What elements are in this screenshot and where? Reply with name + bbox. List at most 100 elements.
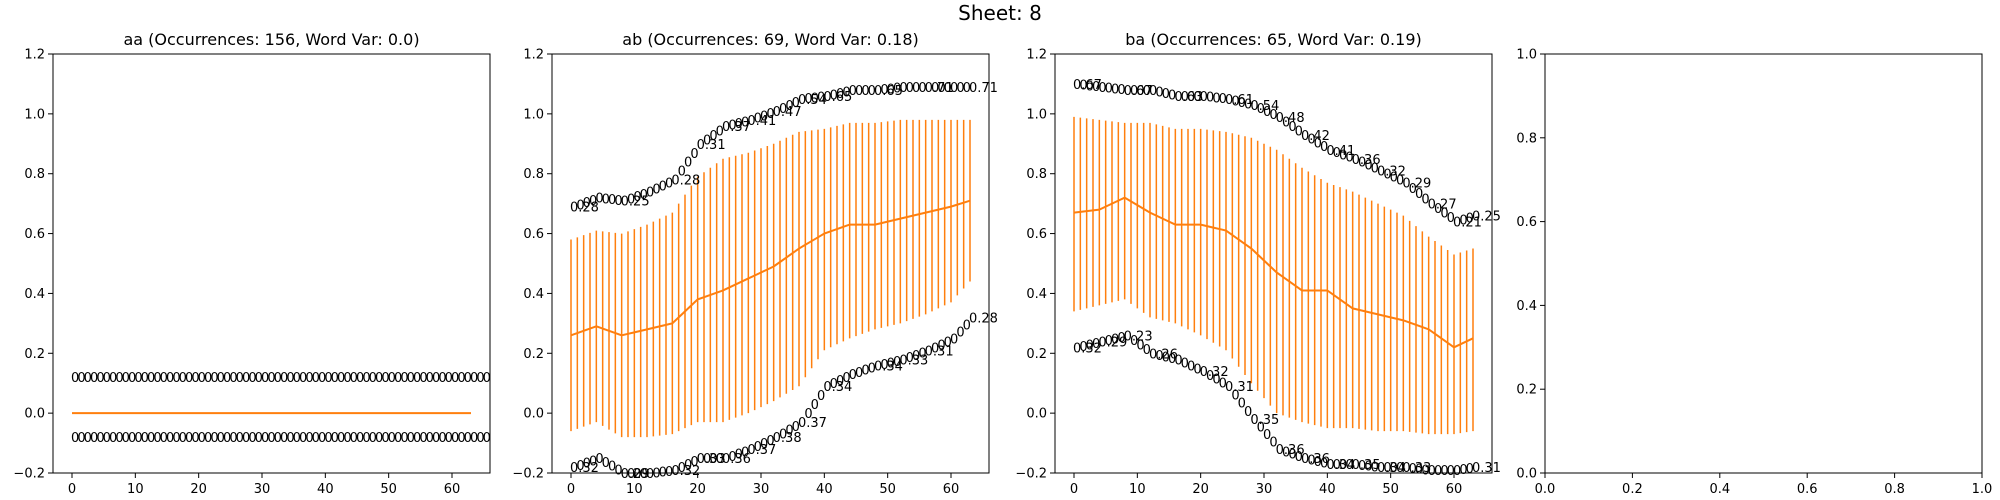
lower-annotation: 0 — [1086, 338, 1094, 353]
lower-annotation: 0 — [817, 389, 825, 404]
upper-annotation: 0 — [457, 371, 465, 386]
y-tick-label: 0.4 — [523, 287, 544, 302]
upper-annotation: 0 — [880, 83, 888, 98]
upper-annotation: 0 — [766, 107, 774, 122]
upper-annotation: 0 — [1320, 140, 1328, 155]
y-tick-label: 0.4 — [1026, 287, 1047, 302]
lower-annotation: 0 — [887, 356, 895, 371]
upper-annotation: 0 — [255, 371, 263, 386]
upper-annotation: 0 — [71, 371, 79, 386]
upper-annotation: 0 — [1187, 90, 1195, 105]
lower-annotation: 0 — [362, 431, 370, 446]
upper-annotation: 0 — [331, 371, 339, 386]
lower-annotation: 0 — [109, 431, 117, 446]
lower-annotation: 0 — [350, 431, 358, 446]
upper-annotation: 0 — [633, 190, 641, 205]
upper-annotation: 0 — [248, 371, 256, 386]
upper-annotation: 0 — [400, 371, 408, 386]
upper-annotation: 0.32 — [1377, 165, 1406, 180]
upper-annotation: 0 — [1162, 87, 1170, 102]
upper-annotation: 0 — [1257, 102, 1265, 117]
lower-annotation: 0 — [665, 465, 673, 480]
lower-annotation: 0 — [633, 467, 641, 482]
lower-annotation: 0 — [324, 431, 332, 446]
lower-annotation: 0 — [690, 455, 698, 470]
upper-annotation: 0 — [709, 129, 717, 144]
lower-annotation: 0 — [445, 431, 453, 446]
upper-annotation: 0 — [122, 371, 130, 386]
upper-annotation: 0 — [1307, 133, 1315, 148]
lower-annotation: 0 — [811, 398, 819, 413]
upper-annotation: 0.67 — [1124, 84, 1153, 99]
x-tick-label: 10 — [626, 482, 643, 497]
upper-annotation: 0 — [419, 371, 427, 386]
x-tick-label: 30 — [1256, 482, 1273, 497]
upper-annotation: 0 — [855, 84, 863, 99]
lower-annotation: 0 — [248, 431, 256, 446]
upper-annotation: 0 — [595, 192, 603, 207]
upper-annotation: 0 — [324, 371, 332, 386]
upper-annotation: 0 — [369, 371, 377, 386]
upper-annotation: 0.25 — [621, 195, 650, 210]
lower-annotation: 0 — [1263, 428, 1271, 443]
upper-annotation: 0 — [1231, 94, 1239, 109]
lower-annotation: 0 — [646, 467, 654, 482]
upper-annotation: 0 — [90, 371, 98, 386]
lower-annotation: 0.34 — [1326, 458, 1355, 473]
x-tick-label: 50 — [879, 482, 896, 497]
upper-annotation: 0.41 — [1326, 144, 1355, 159]
lower-annotation: 0 — [1314, 455, 1322, 470]
annotations: 0.280.32000000000000000.250.290000000000… — [570, 81, 998, 482]
lower-annotation: 0 — [1187, 359, 1195, 374]
upper-annotation: 0 — [684, 156, 692, 171]
upper-annotation: 0 — [627, 192, 635, 207]
upper-annotation: 0 — [312, 371, 320, 386]
lower-annotation: 0 — [1358, 459, 1366, 474]
lower-annotation: 0 — [652, 466, 660, 481]
lower-annotation: 0 — [451, 431, 459, 446]
y-tick-label: 1.0 — [1026, 107, 1047, 122]
upper-annotation: 0 — [166, 371, 174, 386]
lower-annotation: 0.31 — [1225, 380, 1254, 395]
upper-annotation: 0.61 — [1225, 93, 1254, 108]
lower-annotation: 0 — [1466, 462, 1474, 477]
lower-annotation: 0.23 — [1124, 329, 1153, 344]
upper-annotation: 0.67 — [1073, 78, 1102, 93]
x-tick-label: 0.4 — [1709, 482, 1730, 497]
upper-annotation: 0 — [109, 371, 117, 386]
y-tick-label: 0.0 — [24, 407, 45, 422]
upper-annotation: 0 — [147, 371, 155, 386]
y-tick-label: 0.0 — [1026, 407, 1047, 422]
x-tick-label: 0 — [68, 482, 76, 497]
upper-annotation: 0 — [887, 82, 895, 97]
lower-annotation: 0 — [1162, 350, 1170, 365]
upper-annotation: 0 — [779, 102, 787, 117]
lower-annotation: 0 — [684, 458, 692, 473]
lower-annotation: 0 — [855, 366, 863, 381]
x-tick-label: 0 — [567, 482, 575, 497]
upper-annotation: 0 — [678, 165, 686, 180]
y-tick-label: 0.4 — [1516, 299, 1537, 314]
lower-annotation: 0 — [483, 431, 491, 446]
x-tick-label: 40 — [317, 482, 334, 497]
y-tick-label: −0.2 — [13, 467, 45, 482]
lower-annotation: 0 — [785, 424, 793, 439]
upper-annotation: 0.42 — [1301, 129, 1330, 144]
lower-annotation: 0 — [153, 431, 161, 446]
axes-frame — [1544, 53, 1983, 474]
x-tick-label: 0.0 — [1535, 482, 1556, 497]
lower-annotation: 0 — [166, 431, 174, 446]
y-tick-label: 1.0 — [24, 107, 45, 122]
upper-annotation: 0 — [690, 147, 698, 162]
lower-annotation: 0 — [299, 431, 307, 446]
upper-annotation: 0 — [728, 118, 736, 133]
lower-annotation: 0 — [255, 431, 263, 446]
lower-annotation: 0.35 — [1250, 413, 1279, 428]
upper-annotation: 0 — [229, 371, 237, 386]
y-tick-label: −0.2 — [1015, 467, 1047, 482]
lower-annotation: 0 — [1181, 356, 1189, 371]
upper-annotation: 0 — [438, 371, 446, 386]
upper-annotation: 0 — [286, 371, 294, 386]
y-tick-label: 1.2 — [1026, 48, 1047, 63]
lower-annotation: 0 — [709, 452, 717, 467]
